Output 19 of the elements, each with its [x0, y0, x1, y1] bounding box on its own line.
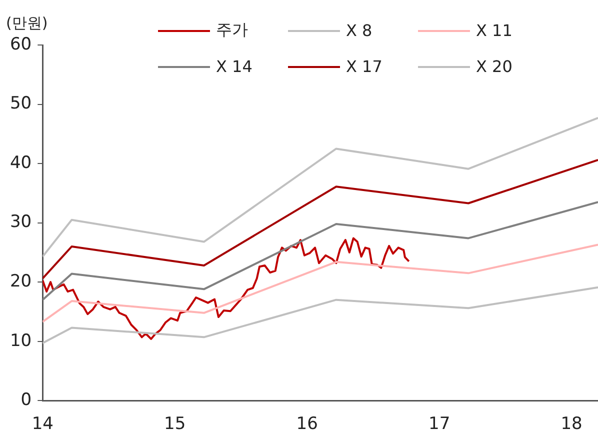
y-tick-label: 0 — [20, 390, 32, 410]
x-tick-label: 16 — [296, 414, 318, 434]
y-tick-label: 20 — [10, 271, 32, 292]
legend-label: X 20 — [476, 57, 512, 76]
legend-label: X 14 — [216, 57, 252, 76]
x-tick-label: 17 — [428, 414, 450, 434]
x-tick-label: 14 — [32, 414, 54, 434]
y-tick-label: 30 — [10, 212, 32, 232]
x-tick-label: 18 — [560, 414, 582, 434]
legend-label: 주가 — [216, 20, 248, 41]
y-tick-label: 40 — [10, 152, 32, 173]
y-axis-title: (만원) — [6, 14, 48, 33]
x-tick-label: 15 — [164, 414, 186, 434]
legend-label: X 11 — [476, 21, 512, 40]
y-tick-label: 10 — [10, 330, 32, 351]
legend-label: X 8 — [346, 21, 372, 40]
y-tick-label: 60 — [10, 34, 32, 54]
y-tick-label: 50 — [10, 94, 32, 114]
legend-label: X 17 — [346, 57, 382, 76]
